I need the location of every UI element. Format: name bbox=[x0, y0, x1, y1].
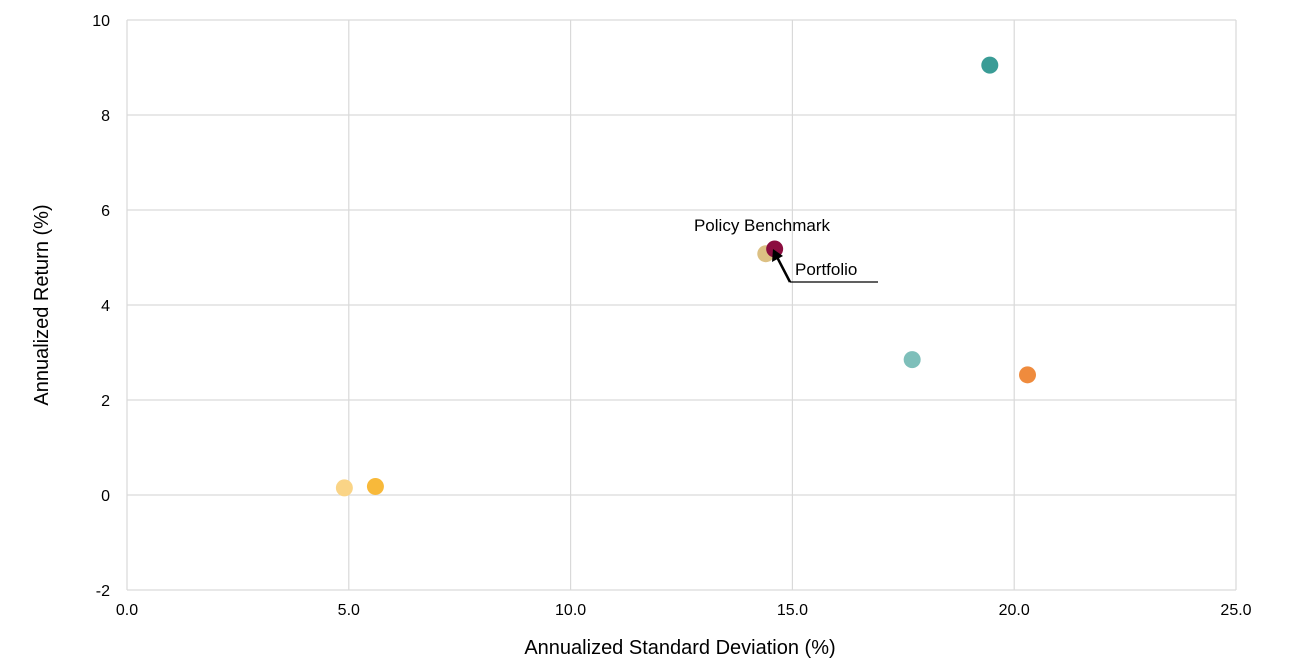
x-tick-label: 10.0 bbox=[555, 602, 586, 619]
y-tick-label: 0 bbox=[101, 488, 110, 505]
grid-lines bbox=[126, 19, 1237, 591]
scatter-point bbox=[1019, 366, 1037, 384]
y-tick-label: 8 bbox=[101, 108, 110, 125]
annotation-portfolio-arrowhead bbox=[772, 249, 783, 262]
x-axis-title: Annualized Standard Deviation (%) bbox=[524, 637, 835, 659]
data-points bbox=[335, 56, 1037, 497]
x-tick-label: 15.0 bbox=[777, 602, 808, 619]
scatter-point bbox=[981, 56, 999, 74]
scatter-point bbox=[366, 477, 384, 495]
annotation-policy-benchmark: Policy Benchmark bbox=[694, 216, 831, 235]
y-axis-title: Annualized Return (%) bbox=[31, 204, 53, 405]
x-tick-label: 25.0 bbox=[1220, 602, 1251, 619]
scatter-point bbox=[903, 351, 921, 369]
annotation-portfolio: Portfolio bbox=[795, 260, 857, 279]
y-tick-label: -2 bbox=[96, 583, 110, 600]
x-tick-label: 0.0 bbox=[116, 602, 138, 619]
y-tick-label: 4 bbox=[101, 298, 110, 315]
tick-labels: 0.0 5.0 10.0 15.0 20.0 25.0 -2 0 2 4 6 8 10 bbox=[92, 13, 1251, 619]
x-tick-label: 20.0 bbox=[999, 602, 1030, 619]
x-tick-label: 5.0 bbox=[338, 602, 360, 619]
annotations: Policy Benchmark Portfolio bbox=[694, 216, 878, 283]
annotation-portfolio-leader bbox=[775, 256, 792, 283]
scatter-point bbox=[335, 479, 353, 497]
y-tick-label: 6 bbox=[101, 203, 110, 220]
y-tick-label: 2 bbox=[101, 393, 110, 410]
y-tick-label: 10 bbox=[92, 13, 110, 30]
